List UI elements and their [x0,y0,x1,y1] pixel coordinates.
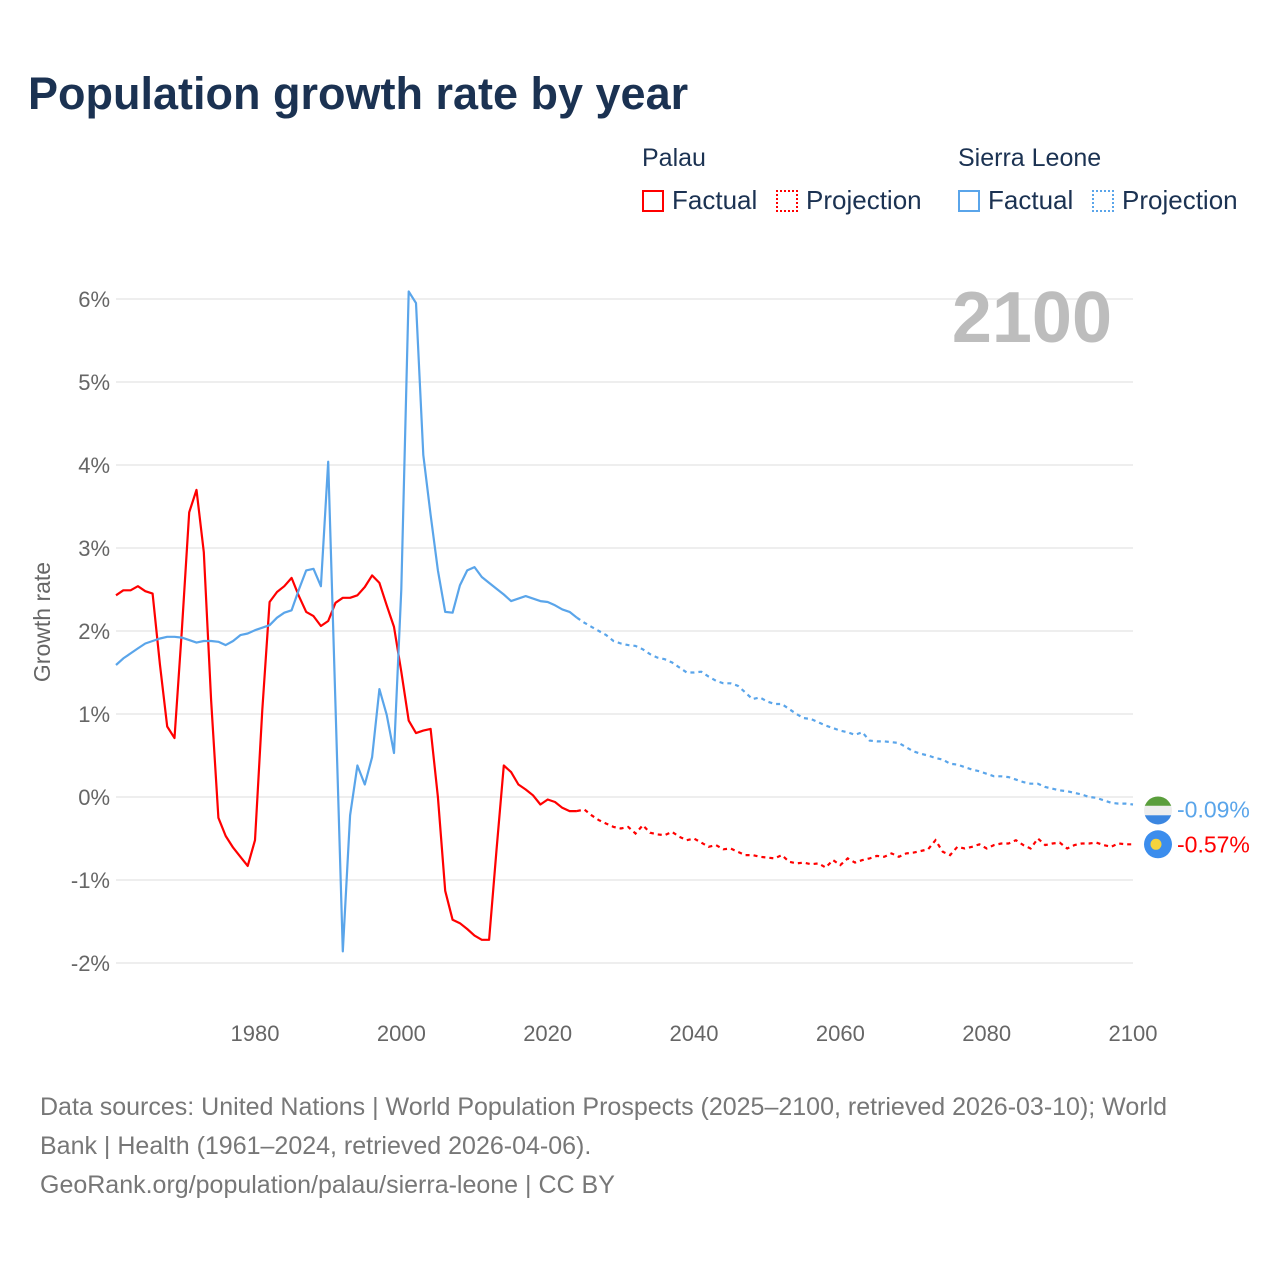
x-tick-label: 2080 [962,1021,1011,1046]
source-note: Data sources: United Nations | World Pop… [40,1088,1240,1205]
y-tick-label: 1% [78,702,110,727]
end-label-palau: -0.57% [1177,831,1250,857]
y-axis-label: Growth rate [29,562,55,682]
legend-swatch-dotted [776,189,798,212]
line-sierra-leone-projection [576,616,1134,806]
flag-stripe-white [1144,805,1172,816]
y-tick-label: 3% [78,536,110,561]
x-tick-label: 2000 [377,1021,426,1046]
legend-swatch-dotted [1092,189,1114,212]
flag-stripe-blue [1144,815,1172,825]
legend-label: Factual [672,185,758,215]
y-tick-label: -1% [71,868,110,893]
end-label-sierra-leone: -0.09% [1177,796,1250,822]
y-tick-label: 4% [78,453,110,478]
y-tick-label: 0% [78,785,110,810]
legend-label: Projection [806,185,922,215]
y-tick-label: 5% [78,370,110,395]
flag-stripe-green [1144,796,1172,806]
y-tick-label: 2% [78,619,110,644]
chart-title: Population growth rate by year [28,68,689,119]
legend-sierra-leone-factual[interactable]: Factual [958,185,1073,216]
legend-sierra-leone-projection[interactable]: Projection [1092,185,1238,216]
line-palau-projection [576,808,1133,869]
legend-swatch-solid [642,189,664,212]
x-tick-label: 2100 [1109,1021,1158,1046]
line-palau-factual [115,488,577,941]
legend-group-palau: Palau [642,144,706,172]
source-line: Bank | Health (1961–2024, retrieved 2026… [40,1132,592,1160]
legend-group-sierra-leone: Sierra Leone [958,144,1102,172]
legend-palau-projection[interactable]: Projection [776,185,922,216]
x-tick-label: 2040 [670,1021,719,1046]
flag-palau-disc [1150,838,1162,850]
x-tick-label: 1980 [231,1021,280,1046]
legend-label: Factual [988,185,1074,215]
source-link[interactable]: GeoRank.org/population/palau/sierra-leon… [40,1171,615,1199]
flag-sierra-leone-icon [1144,796,1172,825]
legend-swatch-solid [958,189,980,212]
x-tick-label: 2060 [816,1021,865,1046]
x-tick-label: 2020 [523,1021,572,1046]
line-sierra-leone-factual [115,290,578,953]
y-tick-label: 6% [78,287,110,312]
legend-label: Projection [1122,185,1238,215]
legend-palau-factual[interactable]: Factual [642,185,757,216]
y-tick-label: -2% [71,951,110,976]
source-line: Data sources: United Nations | World Pop… [40,1093,1168,1121]
year-label: 2100 [952,278,1112,358]
